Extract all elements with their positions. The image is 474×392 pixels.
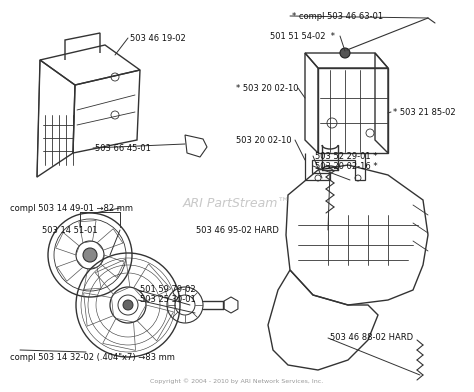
Text: 503 20 02-10: 503 20 02-10: [236, 136, 292, 145]
Circle shape: [83, 248, 97, 262]
Text: * 503 21 85-02: * 503 21 85-02: [393, 107, 456, 116]
Text: compl 503 14 49-01 →82 mm: compl 503 14 49-01 →82 mm: [10, 203, 133, 212]
Text: ARI PartStream™: ARI PartStream™: [183, 197, 291, 211]
Text: 503 14 51-01: 503 14 51-01: [42, 225, 98, 234]
Text: 503 46 95-02 HARD: 503 46 95-02 HARD: [196, 225, 279, 234]
Text: * 503 20 02-10: * 503 20 02-10: [236, 83, 299, 93]
Text: 501 59 79-02: 501 59 79-02: [140, 285, 196, 294]
Text: 503 46 19-02: 503 46 19-02: [130, 33, 186, 42]
Text: 501 51 54-02  *: 501 51 54-02 *: [270, 31, 335, 40]
Text: 503 20 02-16 *: 503 20 02-16 *: [315, 162, 378, 171]
Text: 503 46 88-02 HARD: 503 46 88-02 HARD: [330, 334, 413, 343]
Text: Copyright © 2004 - 2010 by ARI Network Services, Inc.: Copyright © 2004 - 2010 by ARI Network S…: [150, 378, 324, 384]
Text: * compl 503 46 63-01: * compl 503 46 63-01: [292, 11, 383, 20]
Text: 503 66 45-01: 503 66 45-01: [95, 143, 151, 152]
Text: compl 503 14 32-02 (.404"x7) →83 mm: compl 503 14 32-02 (.404"x7) →83 mm: [10, 354, 175, 363]
Text: 503 52 29-01 *: 503 52 29-01 *: [315, 151, 377, 160]
Circle shape: [123, 300, 133, 310]
Text: 503 25 30-01: 503 25 30-01: [140, 296, 196, 305]
Circle shape: [340, 48, 350, 58]
